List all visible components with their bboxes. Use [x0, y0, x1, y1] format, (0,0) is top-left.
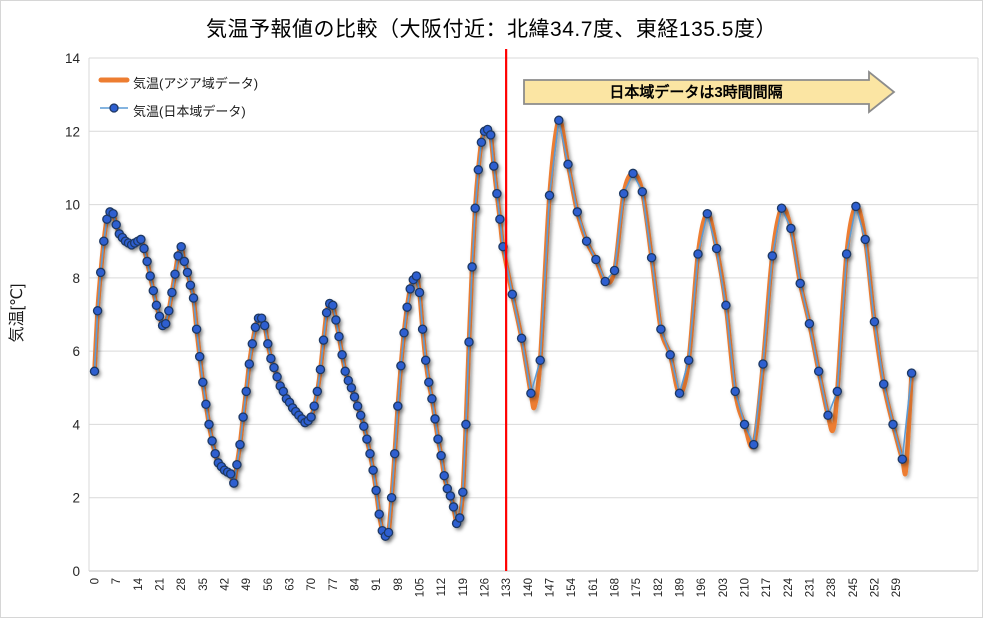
x-axis-labels: 0 7 14 21 28 35 42 49 56 63 70 77 84 91 98 105 112 119 126…	[90, 577, 904, 597]
svg-text:49: 49	[241, 578, 253, 591]
svg-text:126: 126	[479, 578, 491, 597]
svg-text:0: 0	[72, 564, 80, 579]
legend: 気温(アジア域データ) 気温(日本域データ)	[98, 73, 258, 119]
svg-text:84: 84	[349, 577, 361, 590]
svg-text:182: 182	[653, 578, 665, 597]
y-axis-title: 気温[℃]	[9, 283, 26, 343]
annotation-arrow: 日本域データは3時間間隔	[523, 70, 897, 114]
svg-text:2: 2	[72, 491, 80, 506]
svg-text:4: 4	[72, 417, 80, 432]
svg-text:245: 245	[848, 578, 860, 597]
svg-text:7: 7	[111, 578, 123, 584]
svg-text:35: 35	[198, 578, 210, 591]
series-japan-line[interactable]	[93, 120, 913, 538]
svg-text:238: 238	[826, 578, 838, 597]
svg-text:0: 0	[90, 578, 102, 584]
svg-text:98: 98	[393, 578, 405, 591]
svg-text:196: 196	[696, 578, 708, 597]
svg-text:217: 217	[761, 578, 773, 597]
svg-text:119: 119	[458, 578, 470, 596]
svg-text:189: 189	[674, 578, 686, 597]
svg-text:224: 224	[783, 577, 795, 597]
svg-text:203: 203	[718, 578, 730, 597]
svg-text:56: 56	[263, 578, 275, 591]
svg-text:168: 168	[609, 578, 621, 597]
svg-text:112: 112	[436, 578, 448, 596]
svg-text:147: 147	[544, 578, 556, 597]
legend-item-asia[interactable]: 気温(アジア域データ)	[98, 73, 258, 91]
series-japan-markers	[89, 115, 917, 541]
svg-text:140: 140	[523, 578, 535, 597]
y-axis-labels: 0 2 4 6 8 10 12 14	[65, 51, 81, 579]
svg-text:14: 14	[133, 577, 145, 590]
orange-line-icon	[98, 73, 130, 91]
svg-text:8: 8	[72, 271, 80, 286]
svg-text:70: 70	[306, 578, 318, 591]
blue-marker-line-icon	[98, 101, 130, 119]
svg-text:252: 252	[869, 578, 881, 597]
svg-text:210: 210	[739, 578, 751, 597]
gridlines	[88, 57, 979, 572]
svg-text:77: 77	[328, 578, 340, 591]
svg-text:259: 259	[891, 578, 903, 597]
chart-title: 気温予報値の比較（大阪付近：北緯34.7度、東経135.5度）	[206, 18, 777, 41]
svg-text:6: 6	[72, 344, 80, 359]
svg-text:105: 105	[414, 578, 426, 597]
svg-text:14: 14	[65, 51, 81, 66]
svg-text:175: 175	[631, 578, 643, 597]
svg-text:42: 42	[219, 578, 231, 591]
svg-text:63: 63	[284, 578, 296, 591]
series-asia-line[interactable]	[92, 117, 914, 540]
svg-text:12: 12	[65, 124, 80, 139]
svg-text:10: 10	[65, 198, 80, 213]
svg-text:154: 154	[566, 577, 578, 597]
svg-text:28: 28	[176, 578, 188, 591]
legend-item-japan[interactable]: 気温(日本域データ)	[98, 101, 258, 119]
legend-label-japan: 気温(日本域データ)	[133, 103, 246, 119]
svg-text:21: 21	[154, 578, 166, 591]
svg-text:91: 91	[371, 578, 383, 591]
svg-text:133: 133	[501, 578, 513, 597]
svg-text:161: 161	[588, 578, 600, 597]
annotation-arrow-label: 日本域データは3時間間隔	[609, 84, 783, 101]
svg-text:231: 231	[804, 578, 816, 597]
right-arrow-icon	[523, 70, 896, 114]
legend-label-asia: 気温(アジア域データ)	[133, 75, 259, 91]
